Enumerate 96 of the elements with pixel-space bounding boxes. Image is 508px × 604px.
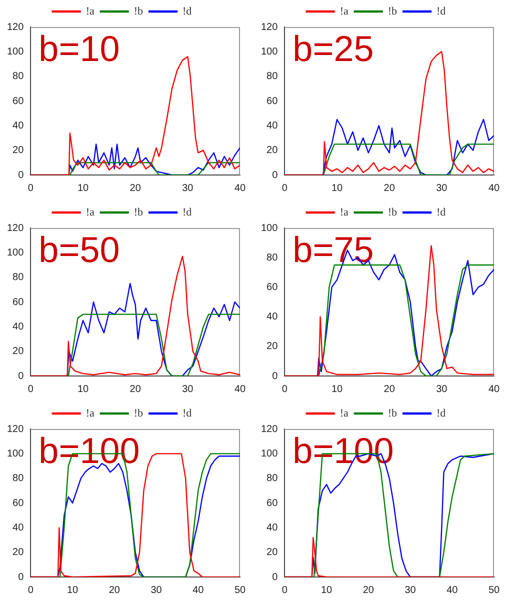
legend-label: !d [182,206,192,218]
y-tick-label: 0 [18,170,24,181]
y-tick-label: 80 [12,473,24,484]
legend-label: !b [134,5,144,18]
y-tick-label: 60 [12,96,24,107]
y-tick-label: 120 [6,22,24,33]
y-tick-label: 40 [266,120,278,132]
x-tick-label: 10 [66,584,79,596]
y-tick-label: 0 [272,572,278,583]
legend-label: !d [182,5,192,18]
legend-label: !b [388,5,398,18]
x-tick-label: 10 [320,584,333,596]
x-tick-label: 10 [331,384,344,395]
y-tick-label: 100 [6,46,24,58]
x-tick-label: 50 [234,584,246,596]
y-tick-label: 100 [260,46,278,58]
y-tick-label: 60 [266,96,278,107]
y-tick-label: 40 [12,120,24,132]
legend-label: !d [436,407,446,420]
y-tick-label: 120 [260,22,278,33]
legend-label: !a [340,206,348,218]
x-tick-label: 0 [282,182,288,194]
y-tick-label: 100 [6,247,24,258]
x-tick-label: 40 [234,384,246,395]
legend-label: !d [182,407,192,420]
legend-label: !d [436,206,446,218]
x-tick-label: 10 [77,384,90,395]
legend-label: !a [86,206,94,218]
annotation: b=100 [38,430,140,471]
annotation: b=25 [292,28,374,69]
y-tick-label: 20 [266,547,278,558]
y-tick-label: 60 [266,498,278,509]
y-tick-label: 20 [12,145,24,156]
legend-label: !b [134,206,144,218]
y-tick-label: 80 [266,252,278,264]
x-tick-label: 30 [404,584,416,596]
x-tick-label: 30 [182,384,194,395]
x-tick-label: 0 [28,384,34,395]
y-tick-label: 120 [260,424,278,435]
y-tick-label: 100 [260,222,278,234]
legend-label: !a [86,407,94,420]
y-tick-label: 0 [272,170,278,181]
x-tick-label: 0 [28,584,34,596]
x-tick-label: 20 [384,384,396,395]
x-tick-label: 20 [108,584,120,596]
y-tick-label: 100 [6,448,24,460]
x-tick-label: 30 [150,584,162,596]
x-tick-label: 40 [488,384,500,395]
legend-label: !a [86,5,94,18]
y-tick-label: 20 [12,547,24,558]
y-tick-label: 20 [12,346,24,358]
y-tick-label: 20 [266,145,278,156]
legend-label: !b [388,206,398,218]
y-tick-label: 120 [6,222,24,234]
x-tick-label: 0 [282,584,288,596]
x-tick-label: 30 [182,182,194,194]
x-tick-label: 10 [331,182,344,194]
annotation: b=50 [38,228,120,270]
legend-label: !b [388,407,398,420]
y-tick-label: 60 [12,296,24,308]
annotation: b=75 [292,228,374,270]
legend-label: !a [340,407,348,420]
x-tick-label: 20 [384,182,396,194]
y-tick-label: 0 [272,370,278,382]
annotation: b=10 [38,28,120,69]
x-tick-label: 40 [192,584,204,596]
y-tick-label: 80 [12,272,24,284]
x-tick-label: 30 [436,384,448,395]
y-tick-label: 80 [12,71,24,82]
legend-label: !a [340,5,348,18]
legend-label: !b [134,407,144,420]
x-tick-label: 40 [234,182,246,194]
x-tick-label: 20 [130,384,142,395]
legend-label: !d [436,5,446,18]
y-tick-label: 100 [260,448,278,460]
y-tick-label: 60 [12,498,24,509]
y-tick-label: 0 [18,370,24,382]
x-tick-label: 10 [77,182,90,194]
x-tick-label: 0 [28,182,34,194]
x-tick-label: 20 [362,584,374,596]
x-tick-label: 30 [436,182,448,194]
y-tick-label: 20 [266,341,278,352]
y-tick-label: 60 [266,282,278,293]
y-tick-label: 120 [6,424,24,435]
y-tick-label: 40 [12,321,24,332]
y-tick-label: 40 [12,522,24,534]
x-tick-label: 40 [446,584,458,596]
y-tick-label: 0 [18,572,24,583]
y-tick-label: 40 [266,312,278,323]
y-tick-label: 80 [266,71,278,82]
x-tick-label: 20 [130,182,142,194]
y-tick-label: 40 [266,522,278,534]
x-tick-label: 50 [488,584,500,596]
x-tick-label: 0 [282,384,288,395]
x-tick-label: 40 [488,182,500,194]
y-tick-label: 80 [266,473,278,484]
